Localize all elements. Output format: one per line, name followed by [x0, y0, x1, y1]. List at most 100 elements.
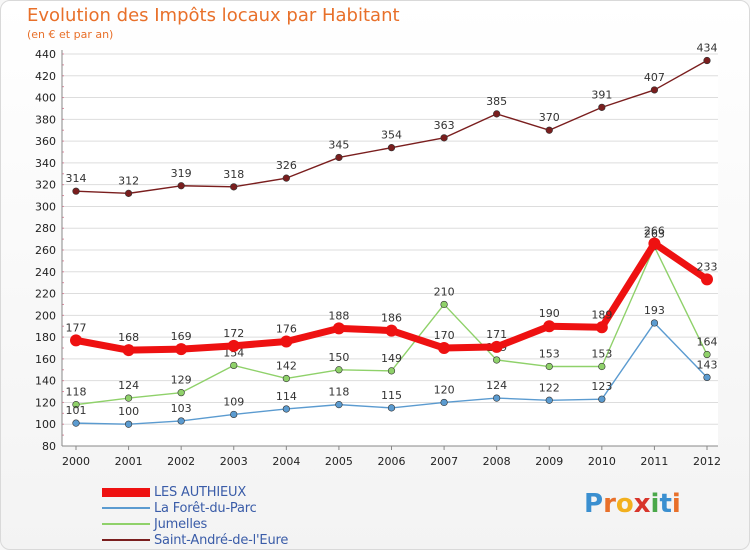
- legend-swatch: [102, 487, 150, 497]
- data-label-la-for-t-du-parc: 101: [66, 404, 87, 417]
- data-label-la-for-t-du-parc: 103: [171, 402, 192, 415]
- data-point-la-for-t-du-parc: [703, 373, 711, 382]
- data-point-la-for-t-du-parc: [335, 401, 343, 409]
- data-point-jumelles: [124, 394, 133, 402]
- legend-item-les-authieux: LES AUTHIEUX: [102, 484, 288, 500]
- data-point-saint-andr-de-l-eure: [282, 174, 290, 182]
- data-label-la-for-t-du-parc: 193: [644, 304, 665, 317]
- chart-legend: LES AUTHIEUX La Forêt-du-Parc Jumelles Sain…: [102, 484, 288, 548]
- data-label-saint-andr-de-l-eure: 354: [381, 129, 402, 142]
- data-point-saint-andr-de-l-eure: [440, 134, 448, 142]
- data-point-la-for-t-du-parc: [72, 419, 80, 427]
- data-point-les-authieux: [70, 334, 82, 347]
- y-tick-label: 120: [35, 396, 56, 409]
- legend-label: LES AUTHIEUX: [154, 484, 247, 500]
- data-label-les-authieux: 170: [434, 329, 455, 342]
- data-label-la-for-t-du-parc: 114: [276, 390, 297, 403]
- y-tick-label: 240: [35, 266, 56, 279]
- data-point-jumelles: [72, 401, 80, 409]
- data-label-les-authieux: 177: [66, 321, 87, 334]
- data-label-la-for-t-du-parc: 143: [697, 358, 718, 371]
- data-label-les-authieux: 171: [486, 328, 507, 341]
- data-label-les-authieux: 266: [644, 224, 665, 237]
- x-tick-label: 2000: [62, 455, 90, 468]
- data-label-saint-andr-de-l-eure: 345: [328, 138, 349, 151]
- data-label-jumelles: 118: [66, 386, 87, 399]
- proxiti-logo: Proxiti: [584, 489, 681, 519]
- data-label-la-for-t-du-parc: 124: [486, 379, 507, 392]
- y-tick-label: 420: [35, 70, 56, 83]
- data-label-saint-andr-de-l-eure: 391: [591, 88, 612, 101]
- data-point-les-authieux: [543, 320, 556, 333]
- y-tick-label: 80: [42, 440, 56, 453]
- data-point-saint-andr-de-l-eure: [230, 183, 238, 191]
- data-label-la-for-t-du-parc: 109: [223, 395, 244, 408]
- legend-item-saint-andr-de-l-eure: Saint-André-de-l'Eure: [102, 532, 288, 548]
- legend-item-jumelles: Jumelles: [102, 516, 288, 532]
- plot-area: [62, 50, 718, 446]
- data-point-saint-andr-de-l-eure: [703, 56, 711, 65]
- data-point-les-authieux: [332, 322, 345, 335]
- data-label-les-authieux: 176: [276, 322, 297, 335]
- data-point-jumelles: [598, 362, 606, 371]
- legend-label: La Forêt-du-Parc: [154, 500, 257, 516]
- y-tick-label: 140: [35, 375, 56, 388]
- chart-title: Evolution des Impôts locaux par Habitant: [27, 5, 400, 26]
- data-point-jumelles: [282, 374, 290, 383]
- data-point-saint-andr-de-l-eure: [124, 189, 133, 197]
- data-label-les-authieux: 233: [697, 260, 718, 273]
- data-label-saint-andr-de-l-eure: 407: [644, 71, 665, 84]
- data-point-les-authieux: [122, 344, 135, 357]
- data-label-les-authieux: 190: [539, 307, 560, 320]
- y-tick-label: 380: [35, 113, 56, 126]
- y-tick-label: 200: [35, 309, 56, 322]
- x-tick-label: 2001: [115, 455, 143, 468]
- data-point-les-authieux: [280, 335, 293, 348]
- data-point-la-for-t-du-parc: [493, 394, 501, 402]
- data-point-la-for-t-du-parc: [387, 404, 396, 412]
- x-tick-label: 2008: [483, 455, 511, 468]
- data-label-les-authieux: 168: [118, 331, 139, 344]
- data-label-jumelles: 150: [328, 351, 349, 364]
- data-point-saint-andr-de-l-eure: [387, 144, 396, 152]
- x-tick-label: 2006: [378, 455, 406, 468]
- data-label-jumelles: 263: [644, 228, 665, 241]
- data-point-saint-andr-de-l-eure: [72, 187, 80, 195]
- data-point-saint-andr-de-l-eure: [335, 153, 343, 162]
- data-label-jumelles: 210: [434, 285, 455, 298]
- data-point-saint-andr-de-l-eure: [650, 86, 659, 94]
- y-tick-label: 300: [35, 200, 56, 213]
- data-point-la-for-t-du-parc: [282, 405, 290, 413]
- y-tick-label: 360: [35, 135, 56, 148]
- data-label-jumelles: 164: [697, 336, 718, 349]
- x-tick-label: 2005: [325, 455, 353, 468]
- data-point-saint-andr-de-l-eure: [493, 110, 501, 118]
- y-tick-label: 280: [35, 222, 56, 235]
- y-tick-label: 220: [35, 288, 56, 301]
- y-tick-label: 180: [35, 331, 56, 344]
- x-tick-label: 2007: [430, 455, 458, 468]
- data-point-jumelles: [387, 367, 396, 375]
- data-point-la-for-t-du-parc: [440, 398, 448, 407]
- data-label-la-for-t-du-parc: 100: [118, 405, 139, 418]
- x-tick-label: 2012: [693, 455, 721, 468]
- y-tick-label: 160: [35, 353, 56, 366]
- data-label-saint-andr-de-l-eure: 314: [66, 172, 87, 185]
- data-point-saint-andr-de-l-eure: [177, 182, 185, 190]
- chart-subtitle: (en € et par an): [27, 28, 114, 41]
- data-point-les-authieux: [227, 339, 240, 352]
- data-label-la-for-t-du-parc: 120: [434, 383, 455, 396]
- data-label-saint-andr-de-l-eure: 326: [276, 159, 297, 172]
- data-point-jumelles: [230, 361, 238, 370]
- data-label-jumelles: 124: [118, 379, 139, 392]
- x-tick-label: 2010: [588, 455, 616, 468]
- data-point-jumelles: [440, 300, 448, 309]
- x-tick-label: 2009: [535, 455, 563, 468]
- data-point-les-authieux: [438, 342, 451, 354]
- data-point-la-for-t-du-parc: [598, 395, 606, 403]
- data-label-jumelles: 153: [591, 348, 612, 361]
- data-label-jumelles: 154: [223, 346, 244, 359]
- data-label-jumelles: 149: [381, 352, 402, 365]
- data-label-saint-andr-de-l-eure: 370: [539, 111, 560, 124]
- x-tick-label: 2004: [272, 455, 300, 468]
